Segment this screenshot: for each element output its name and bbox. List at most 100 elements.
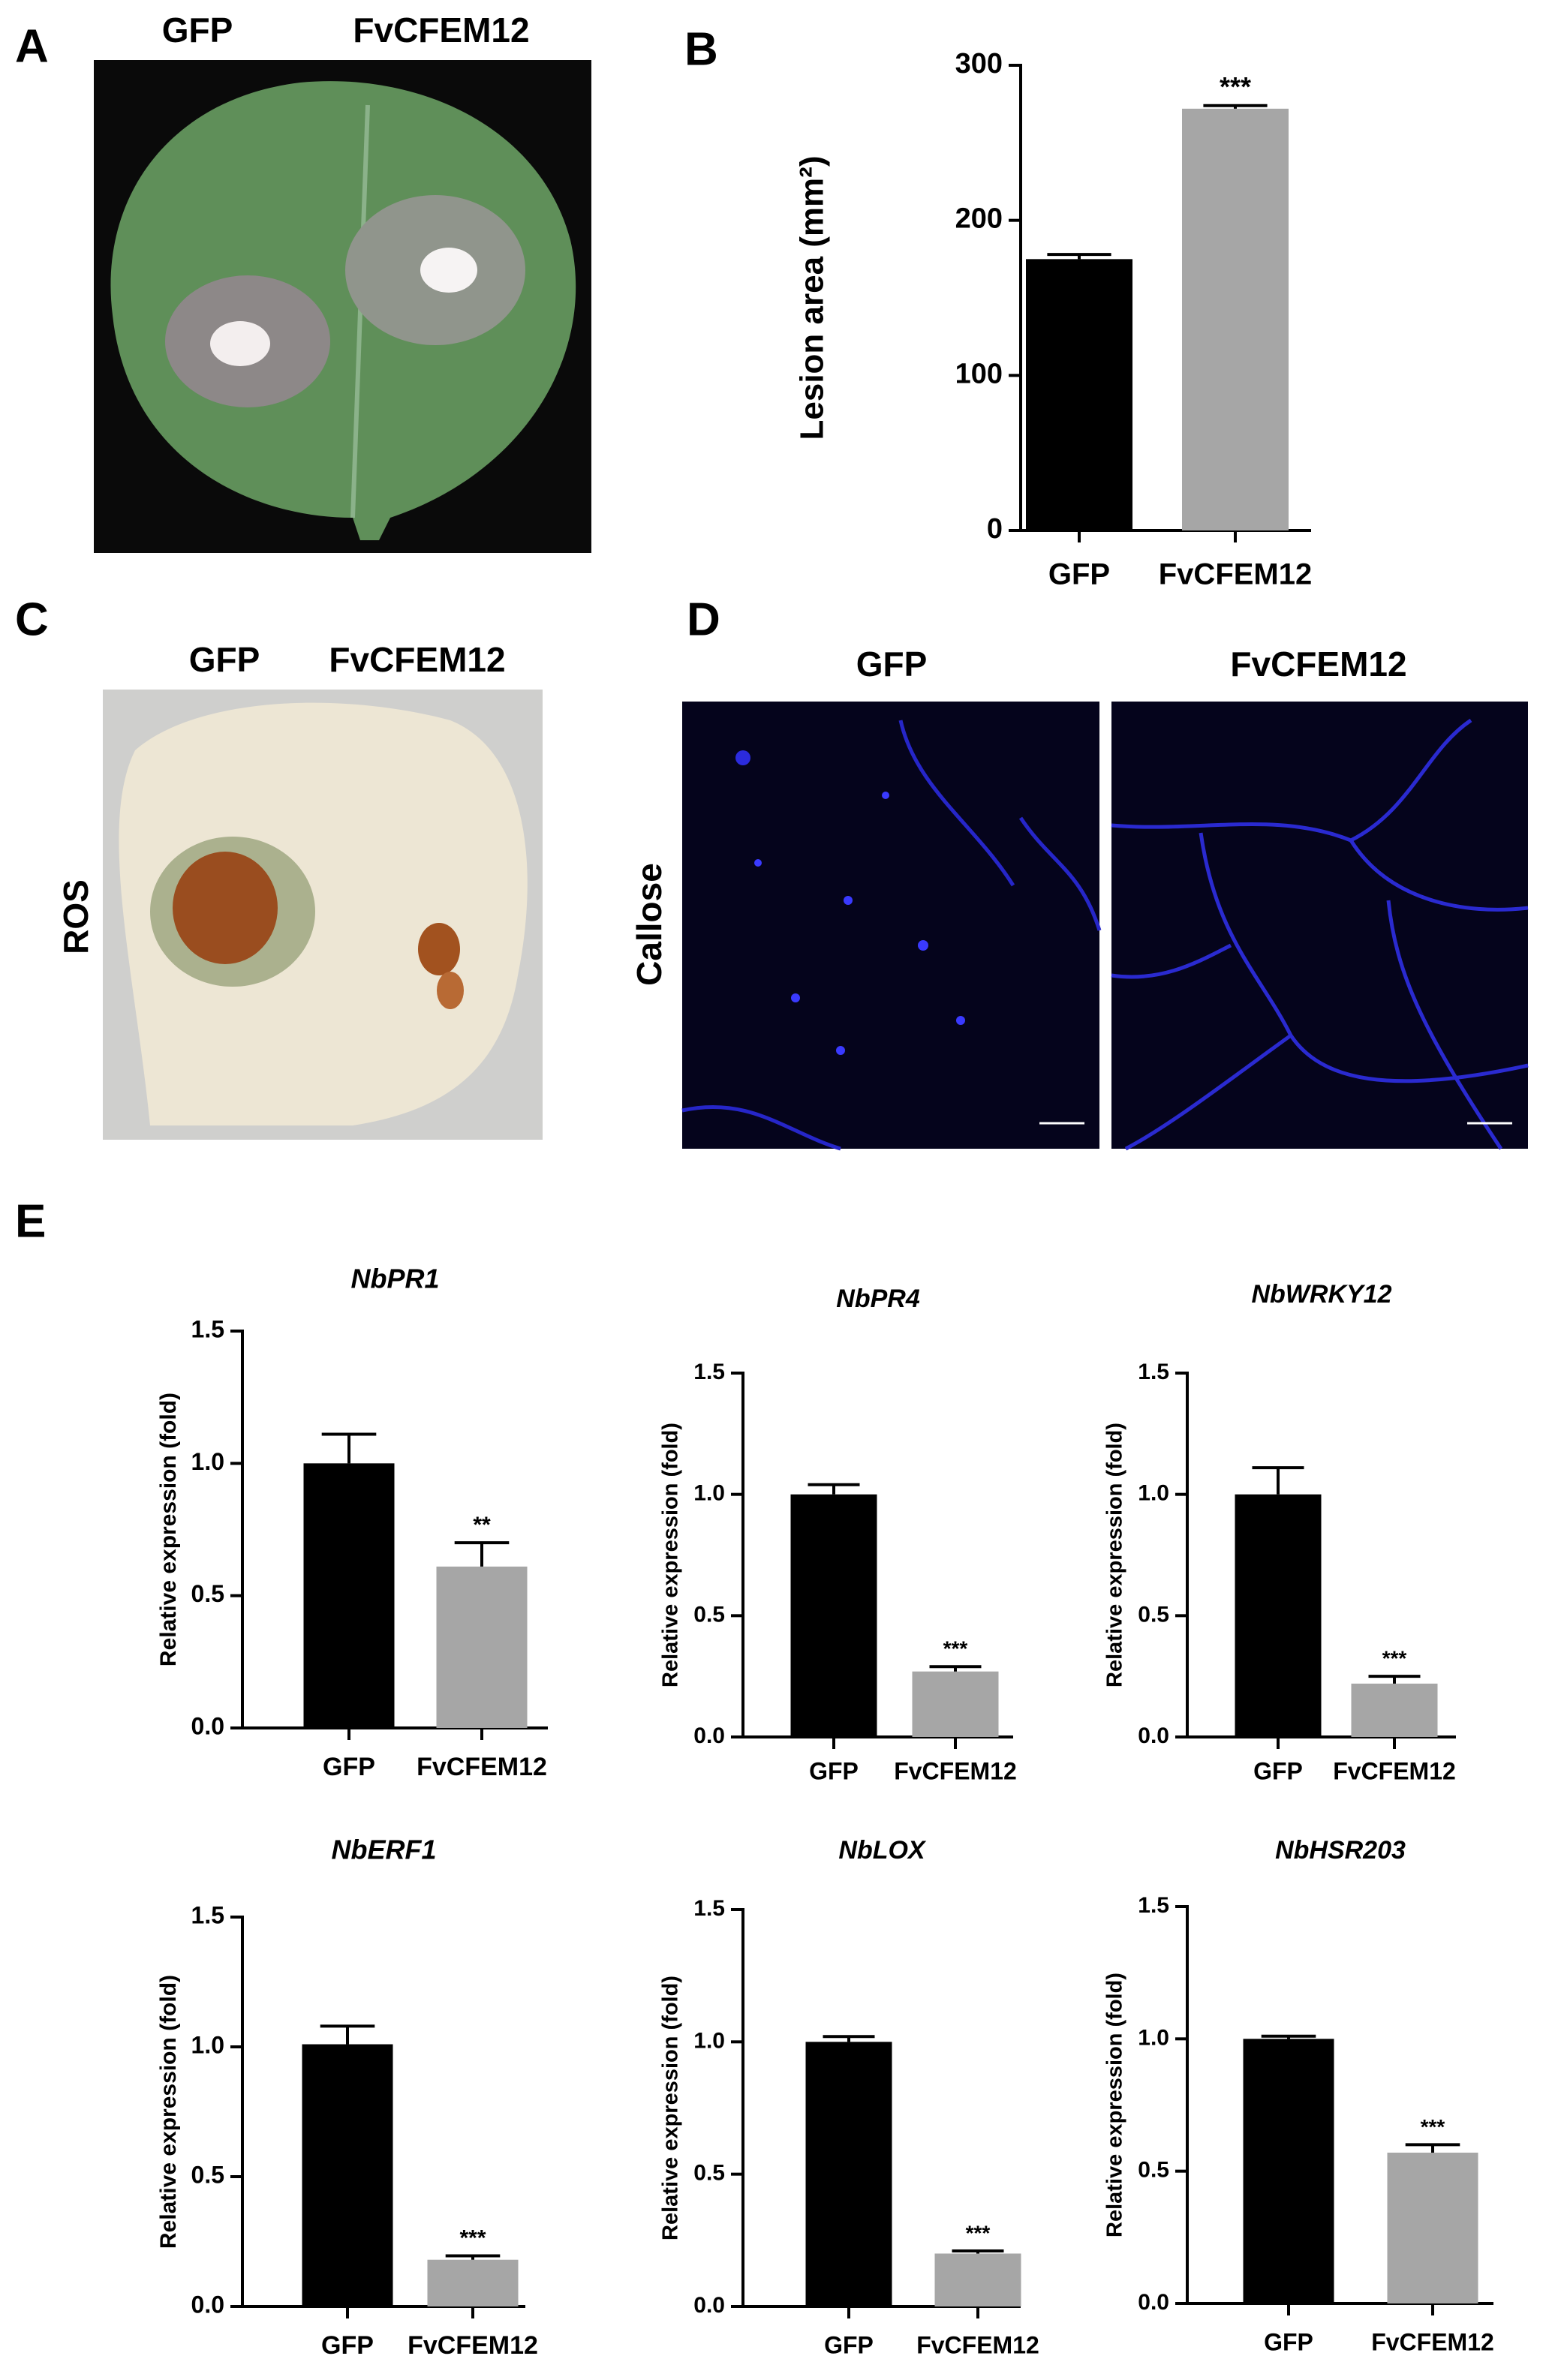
y-tick-label: 0.5	[1138, 2158, 1169, 2183]
x-tick-label: FvCFEM12	[408, 2331, 538, 2360]
y-tick-label: 100	[955, 358, 1003, 389]
photo-label: FvCFEM12	[329, 640, 505, 679]
bar	[1235, 1494, 1322, 1737]
chart-title: NbPR4	[836, 1285, 920, 1313]
row-label: Callose	[630, 863, 669, 986]
error-bar	[1368, 1675, 1421, 1684]
error-bar	[1203, 104, 1268, 109]
leaf-photo	[94, 60, 591, 553]
y-tick-label: 0.5	[1138, 1602, 1169, 1627]
y-tick-label: 0.0	[693, 2293, 725, 2318]
panel-letter: D	[687, 593, 720, 645]
bar	[1387, 2152, 1478, 2303]
y-tick-label: 1.0	[693, 1481, 725, 1506]
panel-letter: E	[15, 1195, 46, 1247]
y-tick-label: 0.0	[1138, 2290, 1169, 2315]
error-bar	[952, 2249, 1004, 2254]
y-tick-label: 1.0	[1138, 2025, 1169, 2050]
y-tick-label: 1.5	[1138, 1893, 1169, 1918]
photo-label: GFP	[162, 11, 233, 50]
error-bar	[1252, 1466, 1304, 1495]
chart-title: NbHSR203	[1275, 1836, 1406, 1865]
chart-title: NbPR1	[350, 1264, 439, 1294]
callose-image	[1111, 702, 1529, 1151]
y-tick-label: 1.0	[191, 2031, 224, 2058]
y-tick-label: 1.0	[693, 2028, 725, 2053]
y-axis-label: Lesion area (mm²)	[794, 156, 831, 440]
bar	[427, 2259, 519, 2306]
y-tick-label: 300	[955, 48, 1003, 80]
y-tick-label: 1.5	[693, 1360, 725, 1384]
x-tick-label: FvCFEM12	[894, 1757, 1017, 1784]
x-tick-label: GFP	[809, 1757, 859, 1784]
error-bar	[1405, 2143, 1460, 2153]
y-tick-label: 1.0	[191, 1448, 224, 1475]
error-bar	[454, 1541, 510, 1567]
significance-label: ***	[459, 2225, 486, 2250]
y-axis-label: Relative expression (fold)	[1103, 1973, 1127, 2237]
significance-label: ***	[966, 2221, 991, 2244]
bar	[436, 1566, 528, 1728]
y-axis-label: Relative expression (fold)	[659, 1976, 683, 2240]
y-tick-label: 200	[955, 203, 1003, 235]
y-tick-label: 0.0	[191, 1712, 224, 1739]
x-tick-label: FvCFEM12	[1159, 558, 1313, 591]
panel-letter: A	[15, 20, 49, 72]
photo-label: GFP	[189, 640, 260, 679]
panel-letter: C	[15, 593, 49, 645]
chart-title: NbLOX	[838, 1836, 927, 1865]
y-tick-label: 1.5	[191, 1901, 224, 1928]
y-tick-label: 1.5	[693, 1896, 725, 1921]
y-tick-label: 0.0	[1138, 1723, 1169, 1748]
error-bar	[1261, 2034, 1316, 2039]
y-tick-label: 0.5	[191, 2161, 224, 2188]
y-tick-label: 1.5	[1138, 1360, 1169, 1384]
x-tick-label: FvCFEM12	[1371, 2328, 1494, 2355]
significance-label: **	[473, 1513, 491, 1537]
row-label: ROS	[56, 879, 95, 954]
panel-letter: B	[684, 23, 718, 75]
photo-label: GFP	[856, 645, 928, 684]
y-axis-label: Relative expression (fold)	[156, 1393, 181, 1666]
x-tick-label: FvCFEM12	[916, 2331, 1039, 2358]
y-tick-label: 0.5	[191, 1580, 224, 1607]
y-tick-label: 0.0	[693, 1723, 725, 1748]
photo-label: FvCFEM12	[1230, 645, 1406, 684]
y-tick-label: 0.0	[191, 2291, 224, 2318]
bar	[934, 2253, 1021, 2306]
bar	[790, 1494, 877, 1737]
x-tick-label: GFP	[1048, 558, 1110, 591]
photo-label: FvCFEM12	[353, 11, 529, 50]
error-bar	[321, 1432, 377, 1464]
y-axis-label: Relative expression (fold)	[156, 1975, 181, 2249]
bar	[303, 1463, 395, 1728]
chart-title: NbWRKY12	[1251, 1280, 1391, 1309]
ros-photo	[103, 690, 543, 1140]
y-tick-label: 0.5	[693, 1602, 725, 1627]
chart-title: NbERF1	[331, 1835, 436, 1865]
error-bar	[823, 2035, 875, 2042]
y-tick-label: 1.0	[1138, 1481, 1169, 1506]
x-tick-label: FvCFEM12	[417, 1753, 547, 1781]
x-tick-label: GFP	[323, 1753, 375, 1781]
bar	[1182, 108, 1289, 530]
error-bar	[445, 2254, 501, 2260]
x-tick-label: GFP	[824, 2331, 874, 2358]
bar	[1243, 2039, 1334, 2303]
bar	[1351, 1683, 1438, 1737]
error-bar	[808, 1483, 860, 1495]
x-tick-label: FvCFEM12	[1333, 1757, 1456, 1784]
bar	[912, 1671, 999, 1737]
y-tick-label: 0.5	[693, 2161, 725, 2186]
significance-label: ***	[1220, 71, 1251, 102]
callose-image	[681, 702, 1102, 1151]
error-bar	[1047, 253, 1111, 260]
bar	[302, 2044, 393, 2306]
y-tick-label: 1.5	[191, 1315, 224, 1342]
significance-label: ***	[943, 1637, 968, 1660]
error-bar	[320, 2024, 375, 2045]
y-tick-label: 0	[987, 513, 1003, 545]
y-axis-label: Relative expression (fold)	[659, 1423, 683, 1687]
